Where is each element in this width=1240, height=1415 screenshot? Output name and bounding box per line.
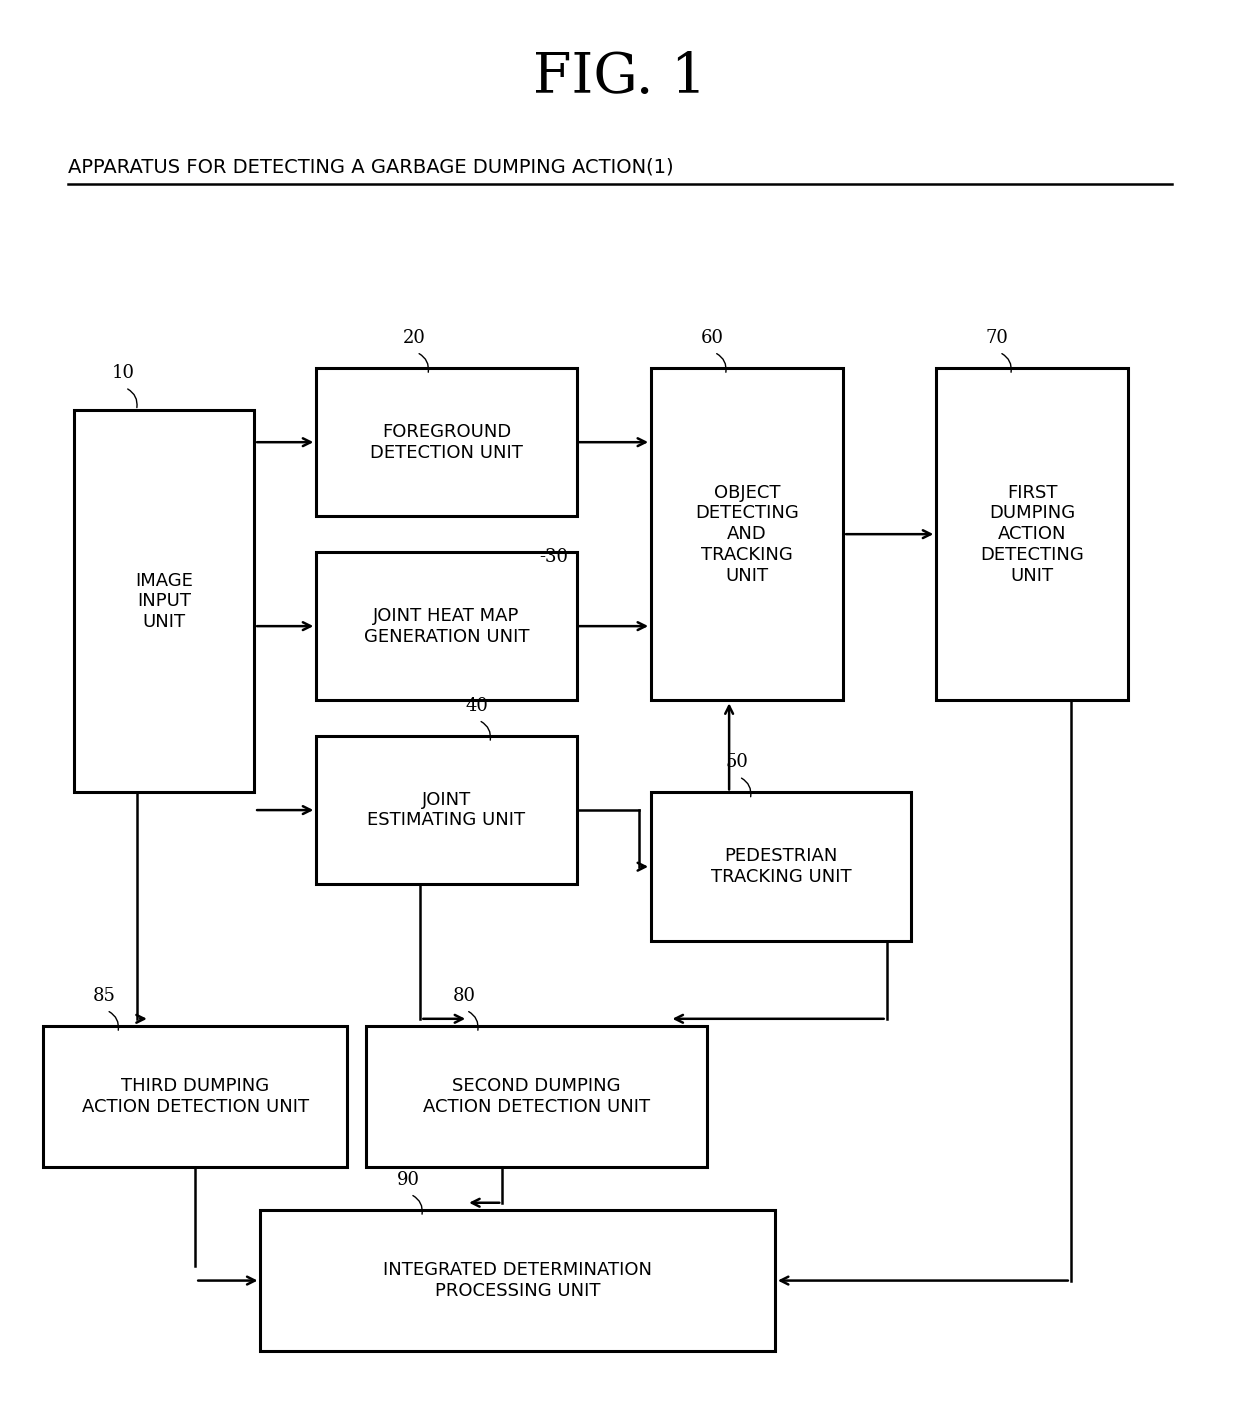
Text: -30: -30 [539, 548, 568, 566]
Bar [651, 368, 843, 700]
Bar [74, 410, 254, 792]
Text: OBJECT
DETECTING
AND
TRACKING
UNIT: OBJECT DETECTING AND TRACKING UNIT [696, 484, 799, 584]
Bar [43, 1026, 347, 1167]
Text: 50: 50 [725, 753, 748, 771]
Text: FIG. 1: FIG. 1 [533, 51, 707, 105]
Text: INTEGRATED DETERMINATION
PROCESSING UNIT: INTEGRATED DETERMINATION PROCESSING UNIT [383, 1261, 652, 1300]
Text: 60: 60 [701, 328, 724, 347]
Text: APPARATUS FOR DETECTING A GARBAGE DUMPING ACTION(1): APPARATUS FOR DETECTING A GARBAGE DUMPIN… [68, 158, 673, 177]
Text: IMAGE
INPUT
UNIT: IMAGE INPUT UNIT [135, 572, 193, 631]
Bar [316, 552, 577, 700]
Bar [936, 368, 1128, 700]
Text: 90: 90 [397, 1170, 420, 1189]
Bar [260, 1210, 775, 1351]
Text: THIRD DUMPING
ACTION DETECTION UNIT: THIRD DUMPING ACTION DETECTION UNIT [82, 1077, 309, 1116]
Text: FIRST
DUMPING
ACTION
DETECTING
UNIT: FIRST DUMPING ACTION DETECTING UNIT [981, 484, 1084, 584]
Text: 40: 40 [465, 696, 487, 715]
Text: 20: 20 [403, 328, 425, 347]
Text: JOINT
ESTIMATING UNIT: JOINT ESTIMATING UNIT [367, 791, 526, 829]
Text: JOINT HEAT MAP
GENERATION UNIT: JOINT HEAT MAP GENERATION UNIT [363, 607, 529, 645]
Text: 80: 80 [453, 986, 476, 1005]
Text: FOREGROUND
DETECTION UNIT: FOREGROUND DETECTION UNIT [370, 423, 523, 461]
Bar [316, 736, 577, 884]
Text: 85: 85 [93, 986, 115, 1005]
Text: 70: 70 [986, 328, 1008, 347]
Bar [366, 1026, 707, 1167]
Bar [651, 792, 911, 941]
Text: 10: 10 [112, 364, 135, 382]
Text: PEDESTRIAN
TRACKING UNIT: PEDESTRIAN TRACKING UNIT [711, 848, 852, 886]
Text: SECOND DUMPING
ACTION DETECTION UNIT: SECOND DUMPING ACTION DETECTION UNIT [423, 1077, 650, 1116]
Bar [316, 368, 577, 516]
